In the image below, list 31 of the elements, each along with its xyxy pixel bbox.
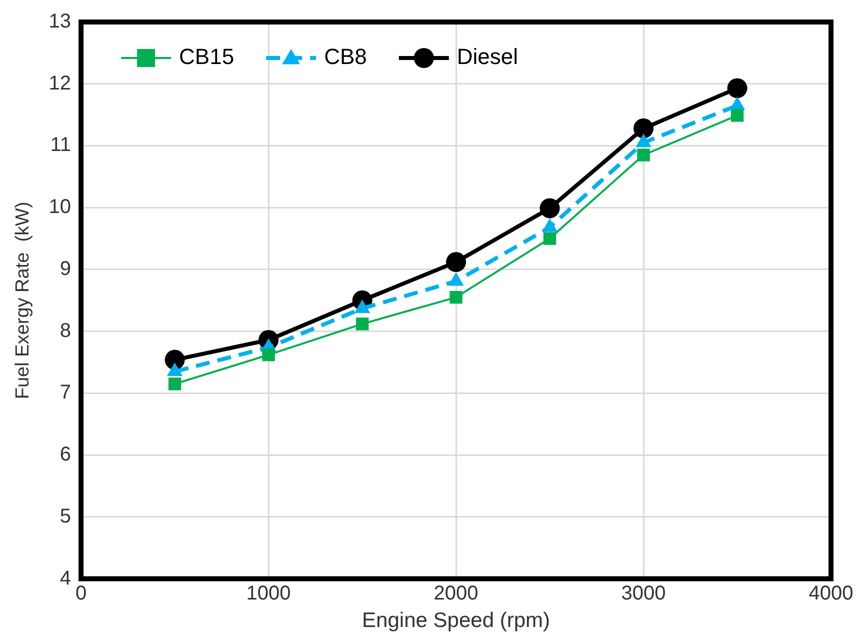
point (727, 78, 748, 98)
x-tick-label: 0 (75, 582, 87, 604)
point (540, 198, 560, 218)
point (634, 118, 654, 138)
x-tick-label: 3000 (621, 582, 666, 604)
point (446, 252, 466, 272)
y-axis-title: Fuel Exergy Rate (kW) (12, 202, 34, 400)
legend-label: CB8 (324, 44, 367, 70)
point (356, 318, 369, 330)
point (450, 290, 462, 304)
y-tick-label: 5 (60, 505, 72, 528)
y-tick-label: 7 (60, 382, 72, 404)
point (168, 378, 182, 390)
y-tick-label: 8 (60, 320, 72, 342)
x-axis-title: Engine Speed (rpm) (362, 609, 550, 632)
y-tick-label: 11 (50, 134, 72, 156)
legend-label: Diesel (456, 44, 518, 70)
x-tick-label: 4000 (808, 582, 854, 604)
y-tick-label: 12 (48, 72, 72, 94)
y-tick-label: 4 (60, 567, 72, 590)
y-tick-label: 9 (60, 258, 72, 280)
point (730, 109, 744, 122)
y-tick-label: 13 (48, 10, 72, 33)
x-tick-label: 2000 (434, 582, 478, 604)
legend-label: CB15 (179, 44, 234, 70)
y-tick-label: 6 (60, 444, 72, 466)
point (543, 232, 556, 245)
y-tick-label: 10 (48, 196, 72, 218)
point (262, 348, 275, 362)
x-tick-label: 1000 (246, 582, 291, 604)
point (637, 148, 650, 162)
